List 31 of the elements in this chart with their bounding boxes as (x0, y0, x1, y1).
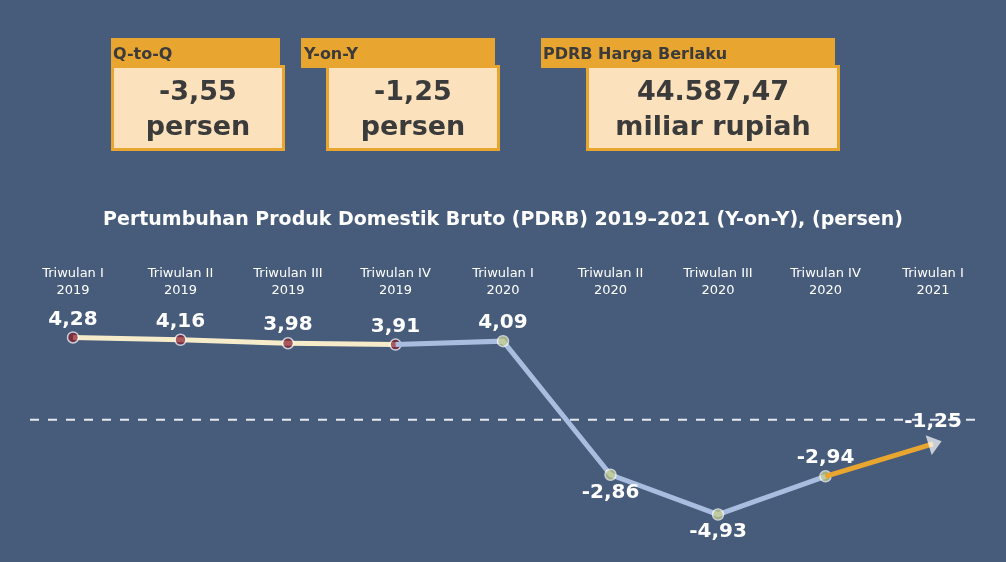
x-tick-label: Triwulan I 2020 (471, 265, 534, 298)
data-label: 3,98 (263, 311, 313, 336)
text: 44.587,47 miliar rupiah (615, 74, 811, 142)
data-label: 4,28 (48, 305, 98, 330)
data-label: -4,93 (689, 518, 747, 543)
x-tick-label: Triwulan IV 2020 (789, 265, 861, 298)
data-label: -2,94 (796, 444, 855, 469)
point (711, 508, 725, 521)
x-tick-label: Triwulan II 2020 (576, 265, 644, 298)
point (496, 334, 510, 348)
x-tick-label: Triwulan II 2019 (146, 265, 214, 298)
text: Q-to-Q (113, 43, 173, 63)
chart-title: Pertumbuhan Produk Domestik Bruto (PDRB) 2019–2021 (Y-on-Y), (persen) (103, 206, 903, 229)
data-label: 4,16 (155, 307, 206, 332)
data-label: -1,25 (904, 407, 962, 432)
x-tick-label: Triwulan I 2019 (41, 265, 104, 298)
text: -1,25 persen (360, 74, 466, 142)
text: -3,55 persen (145, 74, 251, 142)
x-tick-label: Triwulan IV 2019 (359, 265, 431, 298)
point (281, 336, 295, 350)
point (174, 333, 187, 347)
text: Y-on-Y (303, 43, 359, 63)
text: PDRB Harga Berlaku (543, 43, 728, 63)
data-label: 3,91 (370, 312, 421, 337)
x-tick-label: Triwulan III 2019 (252, 265, 323, 298)
x-tick-label: Triwulan I 2021 (901, 265, 964, 298)
point (604, 468, 617, 481)
point (66, 331, 80, 344)
data-label: 4,09 (478, 309, 528, 334)
data-label: -2,86 (581, 478, 640, 503)
x-tick-label: Triwulan III 2020 (682, 265, 753, 298)
